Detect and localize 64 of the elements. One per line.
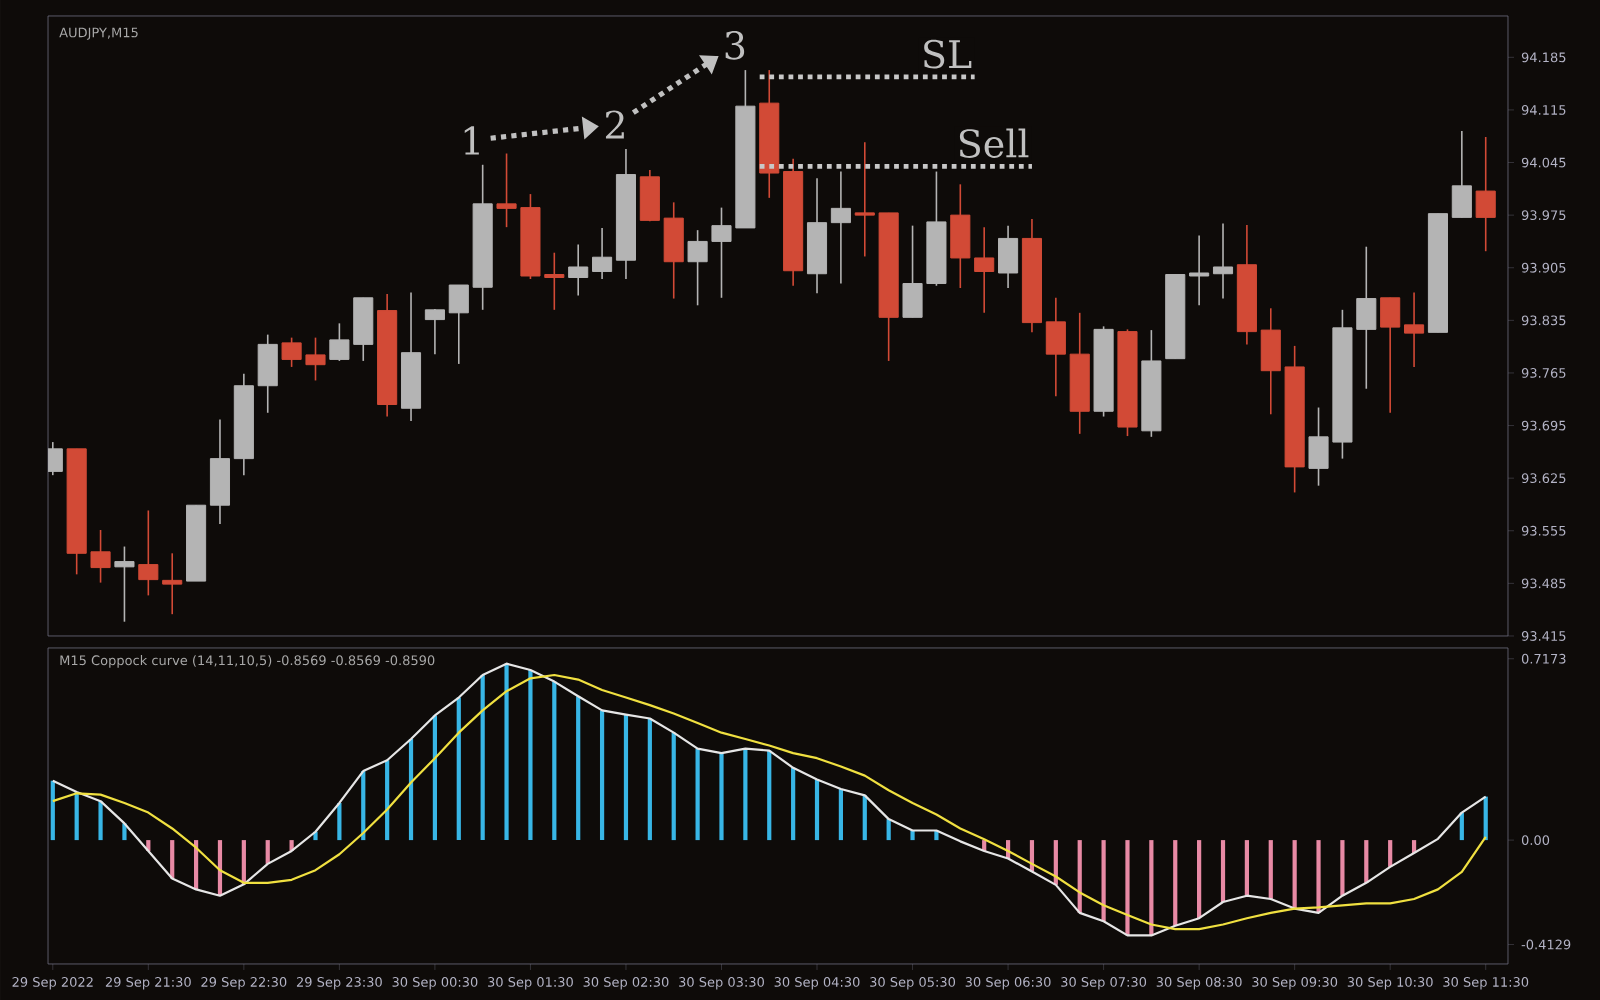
candlestick bbox=[138, 509, 159, 597]
candlestick bbox=[1212, 222, 1234, 300]
candlestick bbox=[1475, 136, 1496, 253]
candlestick bbox=[1404, 291, 1425, 368]
candlestick bbox=[639, 169, 660, 222]
bar bbox=[743, 748, 748, 841]
bar bbox=[814, 779, 820, 841]
candlestick bbox=[114, 545, 135, 623]
candlestick bbox=[1045, 296, 1066, 398]
bar bbox=[1173, 840, 1178, 926]
annotation: 2 bbox=[605, 110, 624, 139]
bar bbox=[456, 697, 461, 841]
bar bbox=[1077, 840, 1082, 913]
candlestick bbox=[209, 418, 231, 525]
bar bbox=[1268, 840, 1273, 899]
bar bbox=[1292, 840, 1297, 909]
bar bbox=[504, 663, 509, 841]
bar bbox=[838, 789, 843, 841]
bar bbox=[385, 760, 390, 841]
candlestick bbox=[1380, 296, 1401, 414]
candlestick bbox=[998, 224, 1019, 289]
ref-line-label: Sell bbox=[959, 128, 1029, 158]
bar bbox=[767, 750, 772, 841]
bar bbox=[1197, 840, 1202, 919]
bar bbox=[719, 753, 724, 841]
candlestick bbox=[592, 227, 613, 280]
bar bbox=[599, 710, 605, 841]
candlestick bbox=[830, 170, 851, 285]
bar bbox=[170, 840, 175, 879]
bar bbox=[552, 681, 557, 841]
candlestick bbox=[663, 201, 684, 300]
bar bbox=[265, 840, 270, 864]
bar bbox=[98, 801, 103, 841]
bar bbox=[862, 795, 867, 841]
candlestick bbox=[568, 243, 589, 297]
candlestick bbox=[257, 333, 278, 414]
bar bbox=[671, 732, 676, 841]
bar bbox=[1101, 840, 1106, 922]
bar bbox=[576, 696, 581, 841]
bar bbox=[528, 669, 533, 841]
ref-line-label: SL bbox=[924, 39, 972, 69]
bar bbox=[50, 780, 55, 841]
candlestick bbox=[1451, 130, 1472, 219]
bar bbox=[480, 675, 485, 841]
bar bbox=[695, 748, 700, 841]
annotation: 3 bbox=[725, 30, 745, 60]
bar bbox=[1149, 840, 1154, 936]
bar bbox=[1125, 840, 1130, 936]
bar bbox=[1220, 840, 1226, 903]
bar bbox=[74, 792, 79, 841]
candlestick bbox=[162, 552, 183, 615]
bar bbox=[1340, 840, 1345, 896]
bar bbox=[1388, 840, 1393, 867]
bar bbox=[1316, 840, 1321, 913]
bar bbox=[1364, 840, 1369, 883]
bar bbox=[1244, 840, 1249, 896]
bar bbox=[791, 767, 796, 841]
bar bbox=[408, 738, 414, 841]
bar bbox=[623, 714, 629, 841]
bar bbox=[432, 715, 438, 841]
annotation: 1 bbox=[464, 126, 479, 155]
bar bbox=[647, 718, 652, 841]
candlestick bbox=[424, 308, 445, 355]
candlestick bbox=[1189, 234, 1210, 307]
